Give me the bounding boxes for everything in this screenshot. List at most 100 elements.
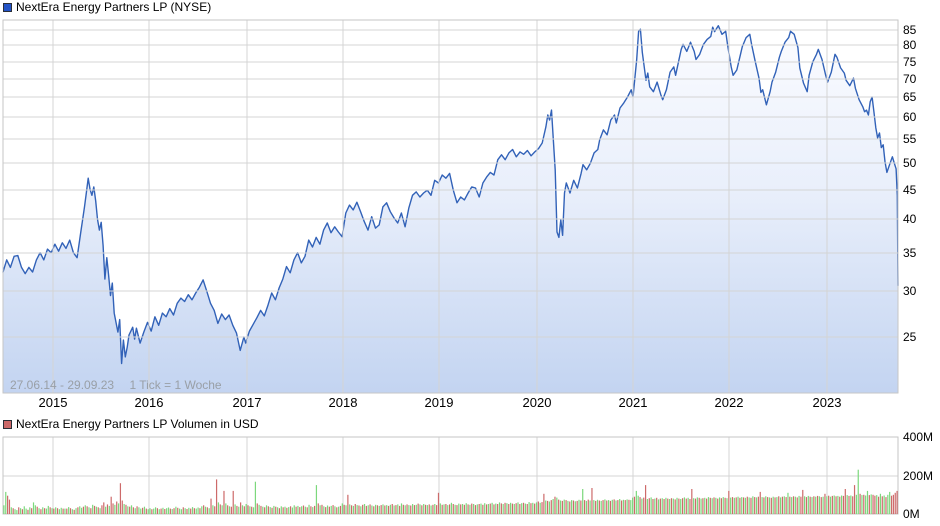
volume-bar [158, 509, 160, 514]
year-tick-label: 2021 [619, 395, 648, 410]
volume-bar [117, 503, 120, 514]
volume-bar [807, 495, 809, 514]
volume-bar [868, 495, 870, 514]
volume-bar [887, 494, 889, 515]
volume-bar [644, 485, 647, 514]
price-plot-area[interactable] [2, 25, 899, 393]
volume-bar [156, 508, 159, 514]
volume-bar [619, 499, 621, 514]
volume-bar [896, 490, 898, 514]
volume-bar [382, 504, 384, 514]
volume-bar [678, 498, 680, 514]
volume-bar [86, 506, 88, 514]
volume-bar [476, 504, 478, 514]
volume-bar [804, 496, 806, 514]
volume-bar [395, 505, 397, 514]
volume-bar [511, 503, 514, 514]
volume-bar [234, 504, 236, 514]
volume-y-tick-label: 0M [903, 507, 920, 521]
volume-bar [297, 505, 299, 514]
volume-bar [19, 508, 22, 514]
volume-bar [221, 505, 223, 514]
volume-series-legend-icon [3, 420, 12, 429]
volume-bar [204, 506, 207, 514]
volume-bar [630, 500, 632, 514]
volume-bar [31, 508, 33, 514]
volume-bar [406, 504, 408, 514]
volume-bar [750, 497, 752, 514]
volume-bar [689, 499, 691, 514]
volume-bar [8, 499, 11, 514]
volume-bar [839, 496, 841, 514]
volume-bar [641, 498, 643, 514]
volume-bar [548, 501, 551, 514]
volume-bar [709, 497, 711, 514]
volume-bar [424, 504, 427, 514]
volume-bar [95, 506, 97, 514]
volume-bar [487, 504, 490, 514]
volume-y-axis-labels: 400M 200M 0M [903, 430, 933, 521]
volume-bar [171, 509, 173, 514]
year-tick-label: 2016 [135, 395, 164, 410]
volume-bar [646, 499, 649, 514]
volume-bar [626, 499, 628, 514]
volume-bar [134, 508, 136, 514]
price-y-tick-label: 25 [903, 330, 917, 344]
volume-bar [367, 505, 369, 514]
volume-bar [223, 490, 225, 514]
volume-bar [450, 502, 453, 514]
volume-bar [249, 506, 251, 514]
volume-bar [598, 500, 600, 514]
volume-bar [445, 504, 447, 514]
volume-bar [685, 498, 687, 514]
volume-bar [243, 506, 245, 514]
volume-bar [18, 507, 20, 514]
volume-bar [519, 504, 521, 514]
volume-bar [818, 496, 821, 514]
volume-bar [794, 496, 796, 514]
volume-plot-area[interactable] [2, 436, 899, 515]
volume-bar [175, 506, 177, 514]
volume-bar [308, 504, 310, 514]
volume-bar [238, 506, 240, 514]
volume-bar [191, 507, 194, 514]
volume-bar [711, 498, 713, 514]
volume-bar [417, 503, 419, 514]
volume-bar [578, 499, 580, 514]
volume-bar [177, 507, 179, 514]
volume-bar [779, 497, 782, 514]
volume-bar [16, 510, 18, 514]
volume-bar [558, 499, 560, 514]
volume-bar [247, 505, 249, 514]
volume-bar [800, 496, 802, 514]
volume-bar [352, 505, 355, 514]
volume-bar [428, 504, 430, 514]
volume-bar [149, 508, 151, 514]
volume-bar [448, 504, 451, 514]
volume-bar [110, 496, 112, 514]
volume-bar [208, 508, 210, 514]
volume-bar [411, 504, 414, 514]
volume-bar [498, 502, 501, 514]
volume-bar [334, 506, 336, 514]
volume-bar [473, 504, 475, 514]
volume-bar [755, 497, 758, 514]
volume-bar [615, 500, 617, 514]
volume-bar [66, 508, 68, 514]
volume-bar [820, 497, 822, 514]
volume-bar [114, 504, 116, 514]
price-y-tick-label: 80 [903, 38, 917, 52]
volume-bar [582, 489, 584, 514]
volume-bar [343, 504, 345, 514]
volume-bar [763, 497, 765, 514]
volume-bar [387, 505, 390, 514]
volume-bar [375, 504, 377, 514]
volume-bar [302, 505, 305, 514]
volume-bar [707, 497, 710, 514]
price-y-tick-label: 75 [903, 55, 917, 69]
volume-bar [813, 496, 815, 514]
volume-bar [715, 497, 717, 514]
volume-bar [173, 508, 175, 514]
